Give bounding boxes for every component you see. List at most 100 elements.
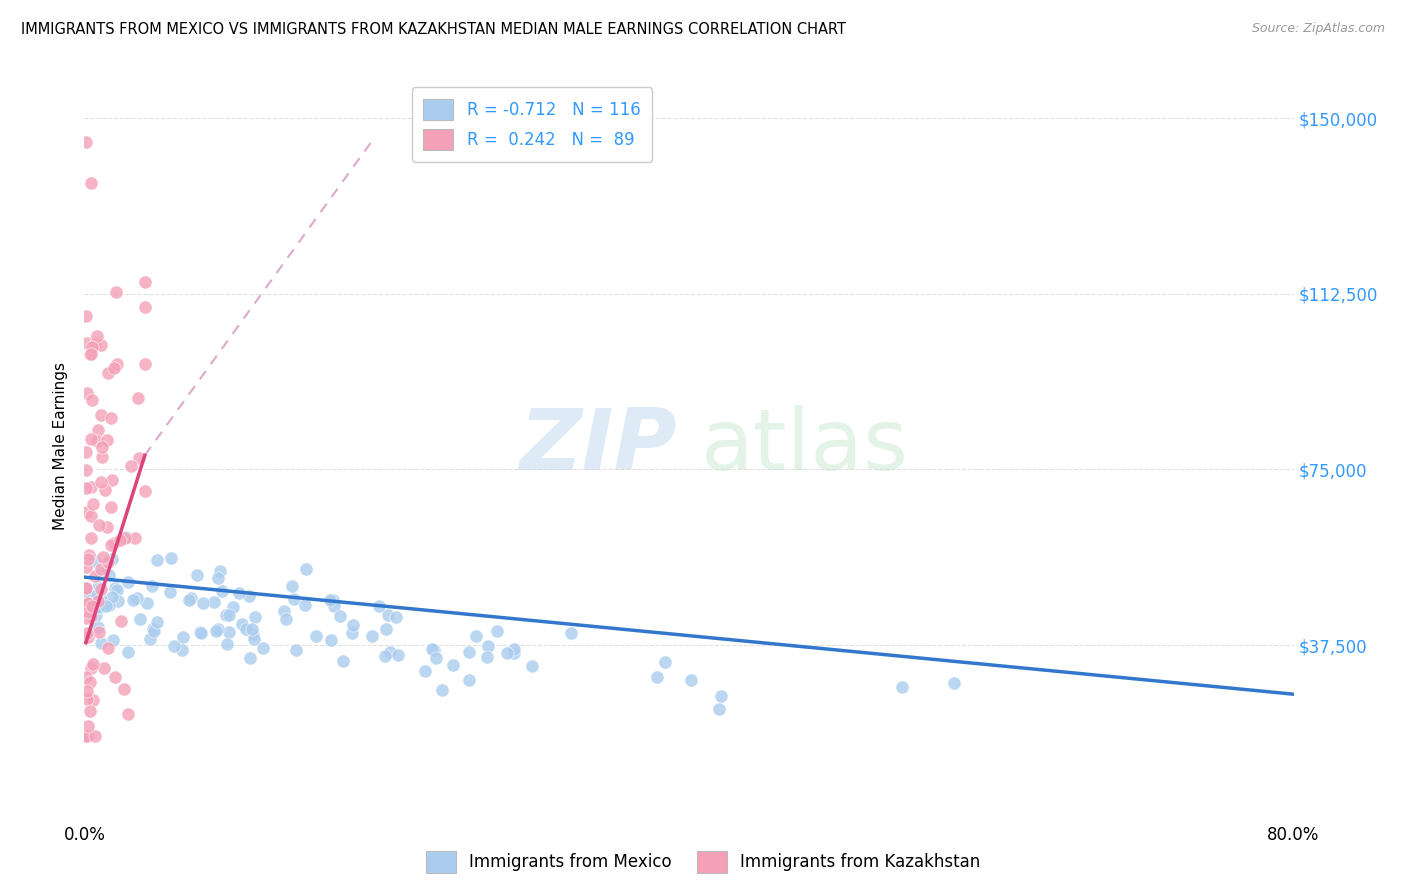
Point — [87, 518, 110, 533]
Point — [97, 366, 120, 380]
Point — [281, 578, 304, 592]
Point — [503, 646, 526, 660]
Point — [94, 483, 117, 497]
Point — [122, 593, 145, 607]
Point — [136, 596, 159, 610]
Point — [75, 581, 97, 595]
Point — [180, 591, 202, 605]
Point — [679, 673, 702, 687]
Point — [283, 592, 305, 607]
Point — [86, 434, 108, 448]
Point — [77, 719, 100, 733]
Point — [477, 639, 499, 653]
Point — [425, 651, 447, 665]
Point — [104, 670, 127, 684]
Y-axis label: Median Male Earnings: Median Male Earnings — [53, 362, 69, 530]
Point — [97, 641, 120, 656]
Point — [231, 617, 253, 632]
Point — [82, 597, 104, 611]
Point — [117, 707, 139, 722]
Point — [458, 645, 481, 659]
Point — [83, 553, 105, 567]
Point — [101, 591, 124, 605]
Point — [80, 347, 103, 361]
Point — [91, 549, 114, 564]
Point — [374, 649, 396, 664]
Point — [87, 624, 110, 639]
Point — [274, 612, 297, 626]
Text: Source: ZipAtlas.com: Source: ZipAtlas.com — [1251, 22, 1385, 36]
Point — [82, 599, 104, 614]
Point — [76, 626, 98, 640]
Point — [79, 346, 101, 360]
Point — [170, 643, 193, 657]
Point — [420, 641, 443, 656]
Point — [83, 568, 105, 582]
Point — [86, 588, 108, 602]
Point — [76, 386, 98, 401]
Point — [98, 567, 121, 582]
Point — [207, 622, 229, 636]
Point — [710, 689, 733, 703]
Point — [87, 620, 110, 634]
Point — [242, 627, 264, 641]
Point — [75, 445, 97, 459]
Point — [890, 680, 912, 694]
Text: atlas: atlas — [702, 404, 910, 488]
Point — [141, 579, 163, 593]
Point — [207, 571, 229, 585]
Point — [159, 584, 181, 599]
Point — [101, 633, 124, 648]
Point — [96, 434, 118, 448]
Point — [82, 657, 104, 672]
Point — [127, 391, 149, 405]
Point — [100, 500, 122, 514]
Point — [104, 581, 127, 595]
Text: ZIP: ZIP — [519, 404, 676, 488]
Point — [80, 480, 103, 494]
Point — [80, 392, 103, 407]
Point — [76, 595, 98, 609]
Point — [80, 433, 103, 447]
Point — [75, 730, 97, 744]
Point — [117, 574, 139, 589]
Point — [465, 629, 488, 643]
Point — [114, 532, 136, 546]
Point — [90, 562, 112, 576]
Point — [90, 338, 112, 352]
Point — [120, 459, 142, 474]
Point — [91, 441, 114, 455]
Point — [190, 626, 212, 640]
Point — [375, 622, 398, 636]
Point — [103, 361, 125, 376]
Point — [305, 629, 328, 643]
Point — [90, 600, 112, 615]
Point — [238, 589, 260, 603]
Point — [86, 594, 108, 608]
Point — [101, 473, 124, 487]
Point — [77, 630, 100, 644]
Point — [84, 607, 107, 622]
Point — [204, 624, 226, 639]
Point — [240, 622, 263, 636]
Point — [322, 593, 344, 607]
Point — [215, 608, 238, 623]
Point — [79, 509, 101, 524]
Point — [82, 692, 104, 706]
Point — [332, 654, 354, 668]
Point — [75, 481, 97, 495]
Point — [93, 661, 115, 675]
Point — [86, 585, 108, 599]
Legend: Immigrants from Mexico, Immigrants from Kazakhstan: Immigrants from Mexico, Immigrants from … — [419, 845, 987, 880]
Point — [75, 611, 97, 625]
Point — [342, 618, 364, 632]
Point — [115, 530, 138, 544]
Point — [222, 599, 245, 614]
Point — [423, 642, 446, 657]
Point — [110, 614, 132, 628]
Point — [84, 336, 107, 351]
Point — [160, 551, 183, 566]
Point — [239, 650, 262, 665]
Point — [77, 548, 100, 562]
Point — [80, 176, 103, 190]
